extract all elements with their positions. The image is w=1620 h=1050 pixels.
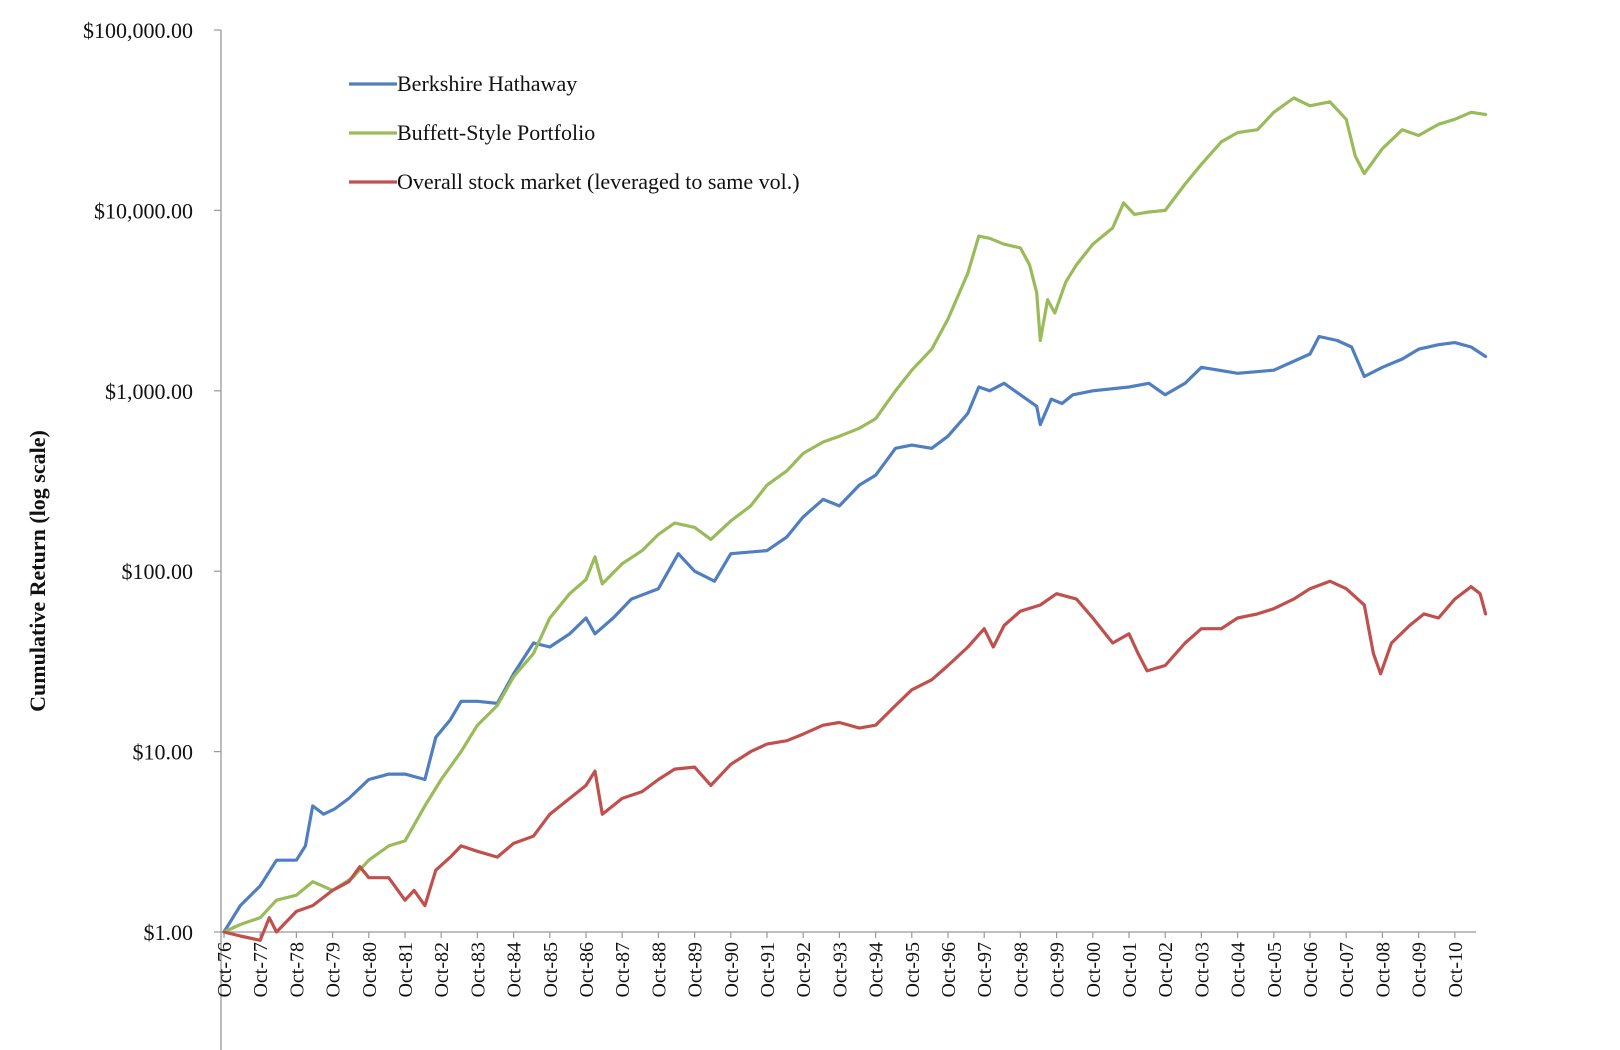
x-tick-label: Oct-90 xyxy=(721,942,743,998)
x-tick-label: Oct-78 xyxy=(286,942,308,998)
x-tick-label: Oct-80 xyxy=(359,942,381,998)
x-tick-label: Oct-79 xyxy=(323,942,345,998)
y-axis-label: Cumulative Return (log scale) xyxy=(25,430,50,712)
x-tick-label: Oct-89 xyxy=(685,942,707,998)
x-tick-label: Oct-91 xyxy=(757,942,779,998)
x-tick-label: Oct-08 xyxy=(1372,942,1394,998)
x-tick-label: Oct-09 xyxy=(1409,942,1431,998)
x-tick-label: Oct-97 xyxy=(974,942,996,998)
x-ticks: Oct-76 Oct-77 Oct-78 Oct-79 Oct-80 Oct-81 Oct-… xyxy=(214,932,1467,998)
y-tick-label: $1.00 xyxy=(144,920,194,945)
y-tick-label: $10,000.00 xyxy=(94,198,193,223)
legend-label: Berkshire Hathaway xyxy=(397,71,577,96)
x-tick-label: Oct-93 xyxy=(829,942,851,998)
x-tick-label: Oct-86 xyxy=(576,942,598,998)
x-tick-label: Oct-05 xyxy=(1264,942,1286,998)
x-tick-label: Oct-77 xyxy=(250,942,272,998)
series-line-1 xyxy=(222,334,1488,934)
x-tick-label: Oct-95 xyxy=(902,942,924,998)
x-tick-label: Oct-98 xyxy=(1010,942,1032,998)
legend-label: Buffett-Style Portfolio xyxy=(397,120,595,145)
x-tick-label: Oct-03 xyxy=(1191,942,1213,998)
legend: Berkshire Hathaway Buffett-Style Portfoli… xyxy=(349,71,800,194)
x-tick-label: Oct-87 xyxy=(612,942,634,998)
x-tick-label: Oct-92 xyxy=(793,942,815,998)
x-tick-label: Oct-01 xyxy=(1119,942,1141,998)
legend-label: Overall stock market (leveraged to same … xyxy=(397,169,800,194)
x-tick-label: Oct-10 xyxy=(1445,942,1467,998)
y-tick-label: $1,000.00 xyxy=(105,379,193,404)
y-tick-label: $100,000.00 xyxy=(83,18,193,43)
series-lines xyxy=(222,96,1488,942)
x-tick-label: Oct-83 xyxy=(467,942,489,998)
x-tick-label: Oct-07 xyxy=(1336,942,1358,998)
x-tick-label: Oct-84 xyxy=(504,942,526,998)
x-tick-label: Oct-02 xyxy=(1155,942,1177,998)
x-tick-label: Oct-00 xyxy=(1083,942,1105,998)
x-tick-label: Oct-82 xyxy=(431,942,453,998)
y-tick-label: $10.00 xyxy=(133,740,194,765)
x-tick-label: Oct-96 xyxy=(938,942,960,998)
x-tick-label: Oct-88 xyxy=(648,942,670,998)
x-tick-label: Oct-99 xyxy=(1047,942,1069,998)
series-line-2 xyxy=(222,96,1488,934)
x-tick-label: Oct-04 xyxy=(1228,942,1250,998)
x-tick-label: Oct-06 xyxy=(1300,942,1322,998)
x-tick-label: Oct-76 xyxy=(214,942,236,998)
x-tick-label: Oct-81 xyxy=(395,942,417,998)
x-tick-label: Oct-94 xyxy=(866,942,888,998)
series-line-3 xyxy=(222,579,1488,942)
y-tick-label: $100.00 xyxy=(122,559,194,584)
x-tick-label: Oct-85 xyxy=(540,942,562,998)
y-ticks: $1.00 $10.00 $100.00 $1,000.00 $10,000.00 $10… xyxy=(83,18,221,945)
